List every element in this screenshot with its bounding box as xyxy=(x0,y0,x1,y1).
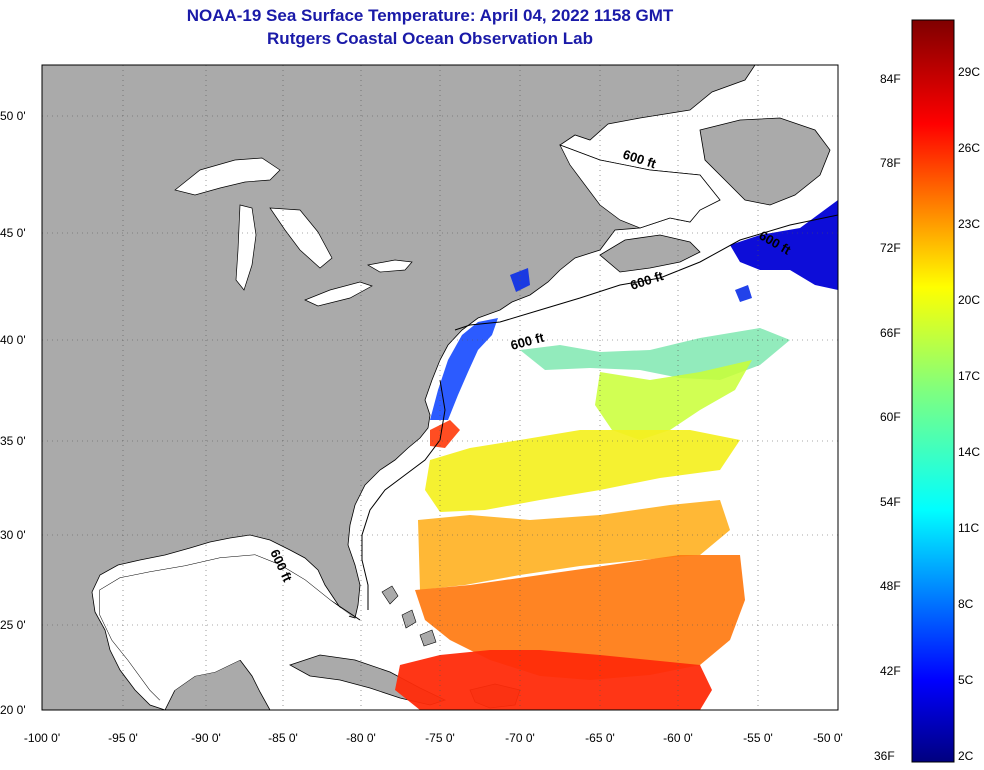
lat-label: 35 0' xyxy=(0,434,26,448)
colorbar-c-label: 2C xyxy=(958,749,974,763)
lake-ontario xyxy=(367,259,413,273)
colorbar-c-label: 8C xyxy=(958,597,974,611)
sst-red-south xyxy=(395,650,712,710)
lake-michigan xyxy=(235,204,257,291)
colorbar-f-label: 48F xyxy=(880,579,901,593)
lat-label: 50 0' xyxy=(0,109,26,123)
lon-label: -85 0' xyxy=(268,731,298,745)
colorbar-f-label: 36F xyxy=(874,749,895,763)
colorbar-c-label: 14C xyxy=(958,445,980,459)
lat-label: 20 0' xyxy=(0,703,26,717)
sst-cold-shelf xyxy=(430,318,498,420)
lat-label: 45 0' xyxy=(0,226,26,240)
lon-label: -65 0' xyxy=(585,731,615,745)
map-title: NOAA-19 Sea Surface Temperature: April 0… xyxy=(186,6,674,25)
sst-orange-warm xyxy=(415,555,745,680)
lon-label: -55 0' xyxy=(743,731,773,745)
newfoundland-land xyxy=(699,117,831,206)
lon-label: -95 0' xyxy=(108,731,138,745)
sst-orange-band xyxy=(418,500,730,590)
lat-label: 30 0' xyxy=(0,528,26,542)
map-subtitle: Rutgers Coastal Ocean Observation Lab xyxy=(267,29,593,48)
lon-label: -100 0' xyxy=(24,731,60,745)
map-frame xyxy=(41,64,839,711)
lake-erie xyxy=(304,281,373,307)
colorbar-f-label: 42F xyxy=(880,664,901,678)
colorbar-c-label: 26C xyxy=(958,141,980,155)
lon-label: -80 0' xyxy=(346,731,376,745)
colorbar-c-label: 23C xyxy=(958,217,980,231)
colorbar-c-label: 5C xyxy=(958,673,974,687)
colorbar-f-label: 60F xyxy=(880,410,901,424)
lon-label: -70 0' xyxy=(505,731,535,745)
colorbar-f-label: 72F xyxy=(880,241,901,255)
colorbar-c-label: 17C xyxy=(958,369,980,383)
colorbar-f-label: 84F xyxy=(880,72,901,86)
lon-label: -60 0' xyxy=(663,731,693,745)
sst-yellow-green xyxy=(595,360,752,440)
bahamas-islands xyxy=(381,585,437,647)
lake-superior xyxy=(174,157,281,196)
lon-label: -50 0' xyxy=(813,731,843,745)
sst-cold-east xyxy=(730,200,838,290)
colorbar xyxy=(911,19,955,763)
sst-yellow-band xyxy=(425,430,740,512)
colorbar-f-label: 54F xyxy=(880,495,901,509)
gulf-of-mexico xyxy=(100,555,350,700)
colorbar-c-label: 20C xyxy=(958,293,980,307)
lake-huron xyxy=(269,207,333,269)
nova-scotia-land xyxy=(599,234,701,273)
lon-label: -75 0' xyxy=(425,731,455,745)
colorbar-c-label: 29C xyxy=(958,65,980,79)
lat-label: 40 0' xyxy=(0,333,26,347)
colorbar-f-label: 66F xyxy=(880,326,901,340)
colorbar-c-label: 11C xyxy=(958,521,979,535)
lat-label: 25 0' xyxy=(0,618,26,632)
colorbar-f-label: 78F xyxy=(880,156,901,170)
lon-label: -90 0' xyxy=(191,731,221,745)
